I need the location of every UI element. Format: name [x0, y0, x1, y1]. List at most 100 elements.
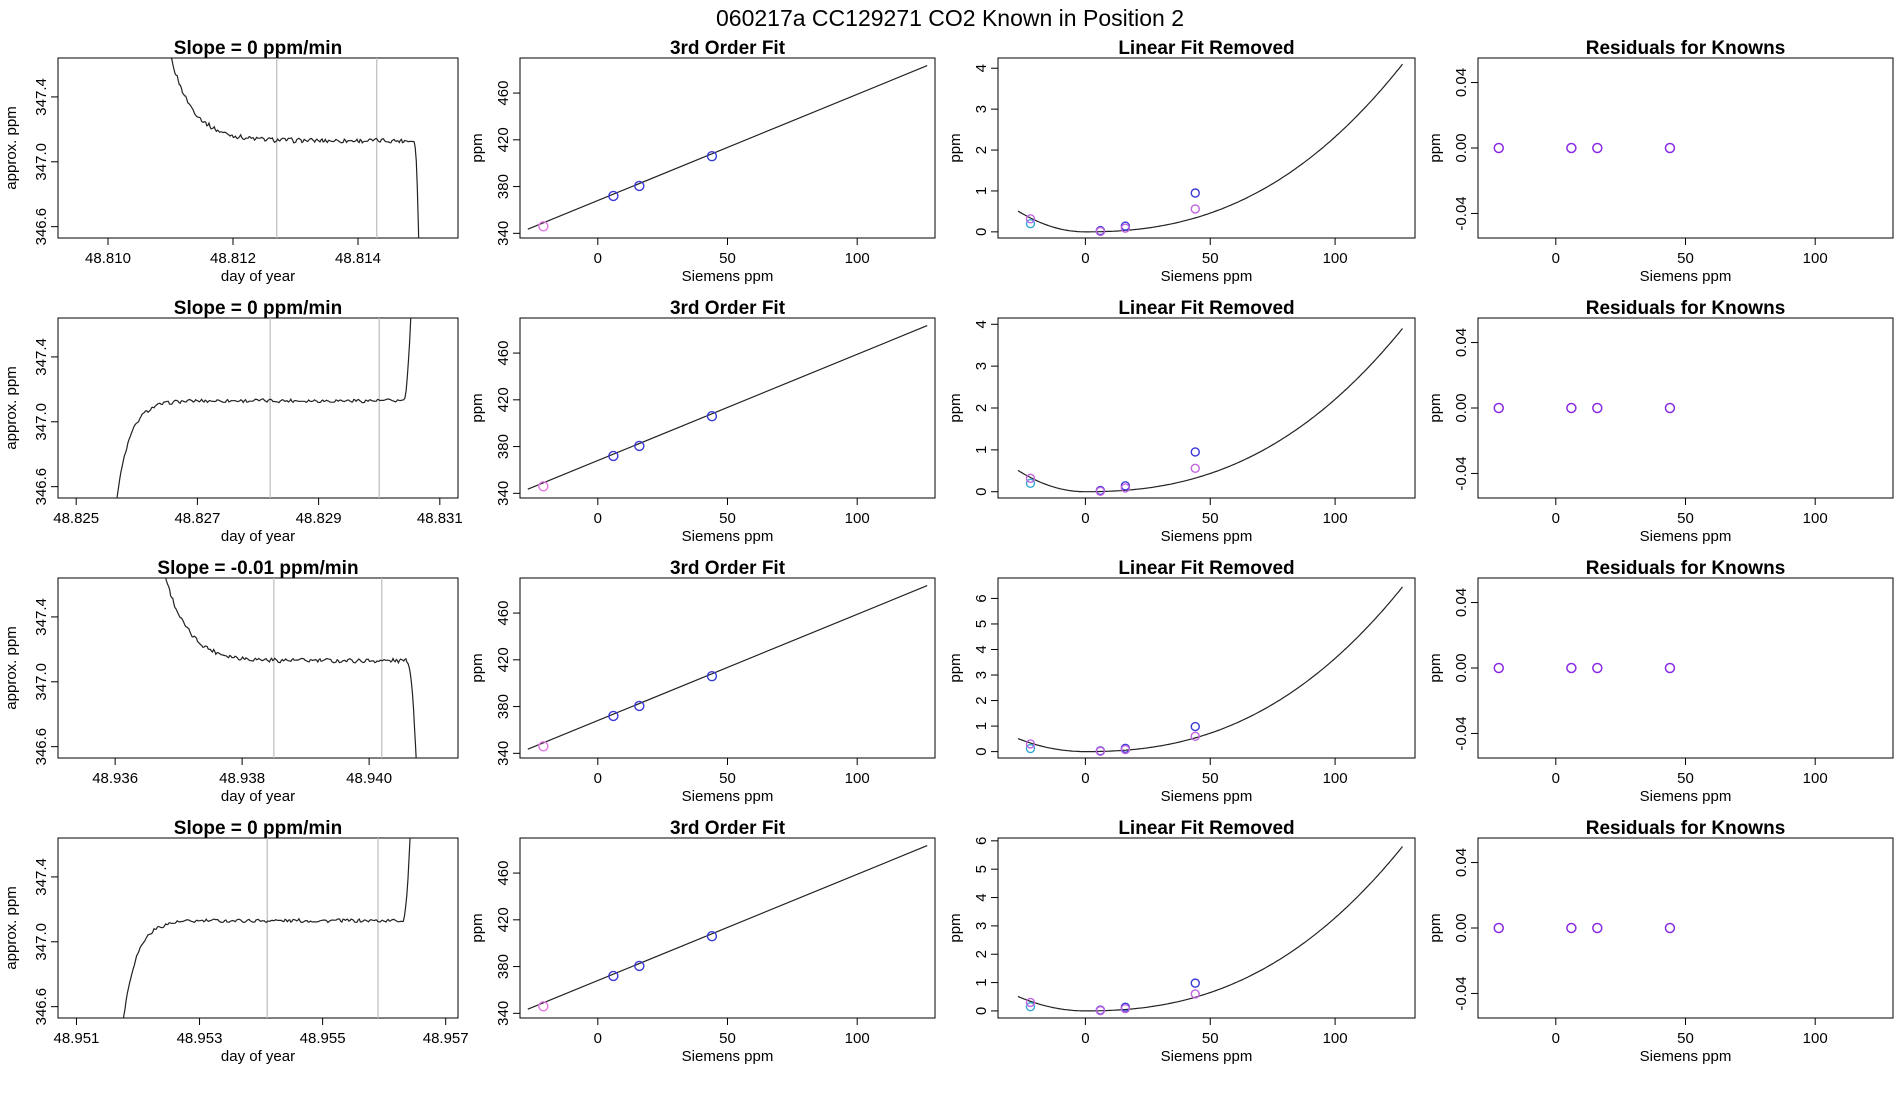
- known-point: [1120, 1003, 1131, 1014]
- panel-title: Linear Fit Removed: [1118, 298, 1294, 319]
- y-tick-label: 340: [495, 221, 512, 246]
- panel-title: Linear Fit Removed: [1118, 38, 1294, 59]
- y-axis-label: approx. ppm: [3, 886, 20, 969]
- y-axis: 346.6 347.0 347.4 approx. ppm: [3, 78, 58, 245]
- residual-curve: [1017, 63, 1403, 233]
- x-axis: 48.810 48.812 48.814 day of year: [85, 238, 381, 285]
- y-tick-label: 3: [973, 922, 990, 930]
- plot-frame: [57, 837, 459, 1019]
- x-tick-label: 100: [1803, 250, 1828, 267]
- y-tick-label: 0.00: [1453, 393, 1470, 422]
- y-tick-label: 420: [495, 387, 512, 412]
- concentration-trace: [170, 58, 420, 238]
- known-point: [1120, 744, 1131, 755]
- x-tick-label: 0: [594, 510, 602, 527]
- x-axis-label: Siemens ppm: [1640, 1048, 1732, 1065]
- panel-r2-c1: Slope = 0 ppm/min 48.825 48.827 48.829 48.83…: [3, 298, 463, 545]
- x-axis: 0 50 100 Siemens ppm: [594, 238, 870, 285]
- y-axis-label: ppm: [1427, 133, 1444, 162]
- y-tick-label: 380: [495, 174, 512, 199]
- x-tick-label: 100: [845, 1030, 870, 1047]
- known-point: [608, 710, 619, 722]
- known-point: [1025, 218, 1036, 229]
- plot-frame: [1477, 57, 1894, 239]
- plot-area: [1017, 63, 1403, 237]
- known-point: [538, 741, 549, 752]
- y-axis: 0 1 2 3 4 5 6 ppm: [947, 594, 998, 756]
- y-tick-label: -0.04: [1453, 716, 1470, 750]
- y-tick-label: 2: [973, 146, 990, 154]
- known-point: [1025, 473, 1036, 484]
- y-tick-label: 346.6: [33, 468, 50, 506]
- x-axis-label: Siemens ppm: [682, 528, 774, 545]
- y-tick-label: 346.6: [33, 728, 50, 766]
- x-tick-label: 50: [1677, 250, 1694, 267]
- panel-title: Residuals for Knowns: [1586, 38, 1786, 59]
- y-tick-label: 1: [973, 722, 990, 730]
- x-axis: 0 50 100 Siemens ppm: [1552, 238, 1828, 285]
- plot-area: [116, 318, 412, 498]
- x-tick-label: 48.955: [300, 1030, 346, 1047]
- x-tick-label: 48.951: [54, 1030, 100, 1047]
- y-tick-label: 1: [973, 446, 990, 454]
- x-axis-label: Siemens ppm: [1161, 528, 1253, 545]
- y-axis-label: approx. ppm: [3, 626, 20, 709]
- y-tick-label: 3: [973, 362, 990, 370]
- y-tick-label: 346.6: [33, 208, 50, 246]
- panel-r2-c4: Residuals for Knowns 0 50 100 Siemens ppm -0.…: [1427, 298, 1894, 545]
- y-tick-label: 347.4: [33, 78, 50, 116]
- x-tick-label: 100: [1803, 1030, 1828, 1047]
- x-axis-label: Siemens ppm: [1640, 528, 1732, 545]
- y-tick-label: 5: [973, 620, 990, 628]
- residual-point: [1592, 142, 1603, 154]
- panel-r3-c2: 3rd Order Fit 0 50 100 Siemens ppm 340 380 420 4…: [469, 558, 936, 805]
- x-axis-label: day of year: [221, 268, 295, 285]
- plot-frame: [1477, 577, 1894, 759]
- known-point: [1095, 746, 1106, 757]
- y-axis-label: ppm: [947, 913, 964, 942]
- known-point: [634, 960, 645, 972]
- known-point: [1095, 226, 1106, 237]
- x-axis: 0 50 100 Siemens ppm: [1552, 758, 1828, 805]
- y-axis-label: ppm: [1427, 393, 1444, 422]
- known-point: [634, 700, 645, 712]
- panel-r1-c2: 3rd Order Fit 0 50 100 Siemens ppm 340 380 420 4…: [469, 38, 936, 285]
- plot-area: [527, 585, 928, 752]
- y-tick-label: 420: [495, 127, 512, 152]
- plot-frame: [997, 577, 1416, 759]
- y-axis: -0.04 0.00 0.04 ppm: [1427, 68, 1478, 231]
- y-tick-label: 340: [495, 1001, 512, 1026]
- y-axis-label: ppm: [469, 393, 486, 422]
- residual-point: [1664, 402, 1676, 414]
- x-axis: 0 50 100 Siemens ppm: [1081, 238, 1348, 285]
- x-tick-label: 100: [845, 770, 870, 787]
- y-tick-label: 347.4: [33, 598, 50, 636]
- plot-area: [1017, 846, 1403, 1016]
- known-point: [706, 670, 718, 682]
- plot-area: [1493, 922, 1676, 934]
- panel-r3-c1: Slope = -0.01 ppm/min 48.936 48.938 48.940 d…: [3, 558, 459, 805]
- x-tick-label: 50: [1677, 510, 1694, 527]
- panel-title: 3rd Order Fit: [670, 298, 786, 319]
- y-tick-label: 0.04: [1453, 848, 1470, 877]
- x-tick-label: 48.936: [92, 770, 138, 787]
- y-axis-label: ppm: [1427, 653, 1444, 682]
- x-tick-label: 48.812: [210, 250, 256, 267]
- known-point: [1025, 1001, 1036, 1012]
- x-axis: 0 50 100 Siemens ppm: [1081, 758, 1348, 805]
- known-point: [608, 190, 619, 202]
- plot-area: [1017, 328, 1403, 497]
- known-point: [1095, 486, 1106, 497]
- plot-area: [122, 838, 411, 1018]
- residual-point: [1493, 922, 1504, 934]
- panel-r2-c3: Linear Fit Removed 0 50 100 Siemens ppm 0 1 2 3 4…: [947, 298, 1416, 545]
- x-tick-label: 100: [1803, 510, 1828, 527]
- panel-title: Linear Fit Removed: [1118, 818, 1294, 839]
- known-point: [1190, 188, 1200, 198]
- y-tick-label: 2: [973, 950, 990, 958]
- y-axis: -0.04 0.00 0.04 ppm: [1427, 588, 1478, 751]
- y-tick-label: 2: [973, 696, 990, 704]
- plot-frame: [57, 57, 459, 239]
- y-axis: -0.04 0.00 0.04 ppm: [1427, 328, 1478, 491]
